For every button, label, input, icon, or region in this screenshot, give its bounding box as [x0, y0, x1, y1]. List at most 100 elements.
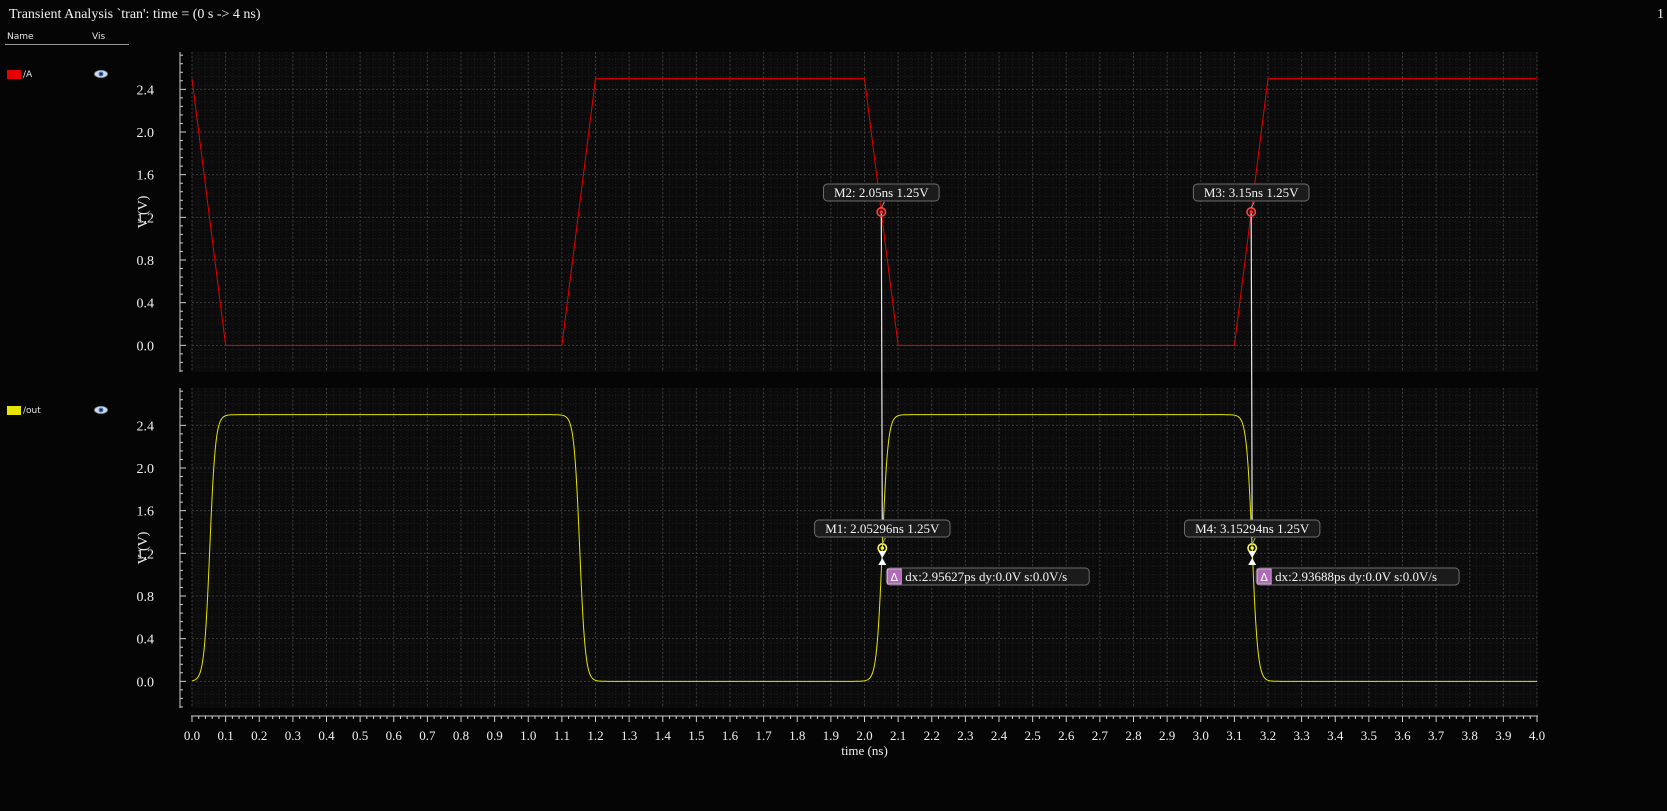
- x-tick-label: 3.7: [1428, 728, 1445, 743]
- delta-label-box: [1255, 567, 1460, 586]
- y-tick-label: 0.8: [137, 254, 155, 269]
- delta-icon: [886, 568, 902, 585]
- delta-icon: [1256, 568, 1272, 585]
- y-tick-label: 1.2: [137, 211, 155, 226]
- marker-label-box: [823, 183, 940, 202]
- y-axis-label: V (V): [136, 195, 151, 228]
- waveform-A: [191, 78, 1537, 346]
- delta-arrow: [878, 551, 887, 558]
- page-number: 1: [1657, 7, 1664, 22]
- x-tick-label: 1.9: [823, 728, 839, 743]
- y-tick-label: 1.2: [137, 547, 155, 562]
- marker-m3: M3: 3.15ns 1.25V: [1192, 183, 1310, 218]
- x-tick-label: 2.3: [957, 728, 973, 743]
- x-tick-label: 3.6: [1394, 728, 1411, 743]
- x-tick-label: 2.8: [1125, 728, 1141, 743]
- x-tick-label: 3.0: [1193, 728, 1209, 743]
- x-tick-label: 3.8: [1462, 728, 1478, 743]
- marker-m1: M1: 2.05296ns 1.25V: [814, 519, 951, 553]
- delta-arrow: [878, 558, 887, 565]
- signal-a-name: /A: [23, 70, 33, 80]
- x-tick-label: 1.3: [621, 728, 637, 743]
- delta-label: dx:2.95627ps dy:0.0V s:0.0V/s: [905, 569, 1067, 584]
- x-tick-label: 4.0: [1529, 728, 1545, 743]
- marker-label: M1: 2.05296ns 1.25V: [825, 521, 940, 536]
- y-tick-label: 0.8: [137, 590, 155, 605]
- x-tick-label: 0.5: [352, 728, 368, 743]
- x-tick-label: 1.8: [789, 728, 805, 743]
- x-tick-label: 1.2: [587, 728, 603, 743]
- delta-icon-glyph: Δ: [891, 571, 899, 584]
- x-tick-label: 3.5: [1361, 728, 1377, 743]
- y-tick-label: 0.4: [137, 297, 155, 312]
- x-tick-label: 2.0: [856, 728, 872, 743]
- y-tick-label: 2.4: [137, 419, 155, 434]
- x-tick-label: 0.1: [218, 728, 234, 743]
- x-tick-label: 2.1: [890, 728, 906, 743]
- x-tick-label: 3.2: [1260, 728, 1276, 743]
- marker-center: [1250, 546, 1254, 550]
- marker-leader: [880, 201, 885, 209]
- marker-connector-line: [1250, 211, 1253, 539]
- x-tick-label: 1.1: [554, 728, 570, 743]
- x-tick-label: 0.4: [318, 728, 335, 743]
- marker-leader: [1250, 201, 1255, 209]
- signal-a-color-swatch: [7, 70, 21, 79]
- eye-icon[interactable]: [94, 405, 108, 415]
- marker-leader: [881, 537, 886, 545]
- marker-label-box: [1192, 183, 1310, 202]
- marker-center: [1249, 210, 1253, 214]
- delta-arrow: [1248, 551, 1257, 558]
- waveform-out: [191, 414, 1537, 682]
- y-tick-label: 0.0: [137, 675, 155, 690]
- y-tick-label: 0.4: [137, 633, 155, 648]
- delta-label-box: [885, 567, 1090, 586]
- marker-label: M3: 3.15ns 1.25V: [1204, 185, 1299, 200]
- x-tick-label: 1.5: [688, 728, 704, 743]
- x-tick-label: 2.5: [1025, 728, 1041, 743]
- window-title: Transient Analysis `tran': time = (0 s -…: [9, 7, 261, 22]
- x-tick-label: 2.7: [1092, 728, 1109, 743]
- x-tick-label: 1.0: [520, 728, 536, 743]
- x-tick-label: 2.2: [924, 728, 940, 743]
- y-tick-label: 2.0: [137, 126, 155, 141]
- marker-m2: M2: 2.05ns 1.25V: [823, 183, 940, 218]
- legend-name-header: Name: [7, 32, 34, 42]
- y-tick-label: 1.6: [137, 505, 155, 520]
- signal-out-name: /out: [23, 406, 41, 416]
- y-tick-label: 2.0: [137, 462, 155, 477]
- marker-center: [880, 546, 885, 550]
- marker-connector-line: [880, 211, 883, 539]
- x-tick-label: 3.1: [1226, 728, 1242, 743]
- eye-icon[interactable]: [94, 69, 108, 79]
- x-tick-label: 2.9: [1159, 728, 1175, 743]
- y-axis-label: V (V): [136, 531, 151, 564]
- x-tick-label: 1.4: [655, 728, 672, 743]
- y-tick-label: 1.6: [137, 169, 155, 184]
- plot-panel-0: 0.0 0.4 0.8 1.2 1.6 2.0 2.4 V (V): [136, 52, 1538, 372]
- y-tick-label: 0.0: [137, 339, 155, 354]
- legend-vis-header: Vis: [92, 32, 106, 42]
- x-tick-label: 0.6: [386, 728, 403, 743]
- marker-m4: M4: 3.15294ns 1.25V: [1183, 519, 1321, 553]
- x-tick-label: 0.0: [184, 728, 200, 743]
- x-axis-label: time (ns): [841, 743, 888, 758]
- x-tick-label: 0.7: [419, 728, 436, 743]
- marker-leader: [1251, 537, 1256, 545]
- plot-panel-1: 0.0 0.4 0.8 1.2 1.6 2.0 2.4 V (V): [136, 388, 1538, 708]
- delta-label: dx:2.93688ps dy:0.0V s:0.0V/s: [1275, 569, 1437, 584]
- marker-label: M2: 2.05ns 1.25V: [834, 185, 929, 200]
- x-tick-label: 2.4: [991, 728, 1008, 743]
- delta-icon-glyph: Δ: [1260, 571, 1268, 584]
- marker-center: [879, 210, 884, 214]
- marker-label-box: [814, 519, 951, 538]
- x-tick-label: 3.9: [1495, 728, 1511, 743]
- y-tick-label: 2.4: [137, 83, 155, 98]
- x-tick-label: 0.9: [487, 728, 503, 743]
- x-tick-label: 1.7: [756, 728, 773, 743]
- x-tick-label: 3.3: [1294, 728, 1310, 743]
- delta-arrow: [1248, 558, 1257, 565]
